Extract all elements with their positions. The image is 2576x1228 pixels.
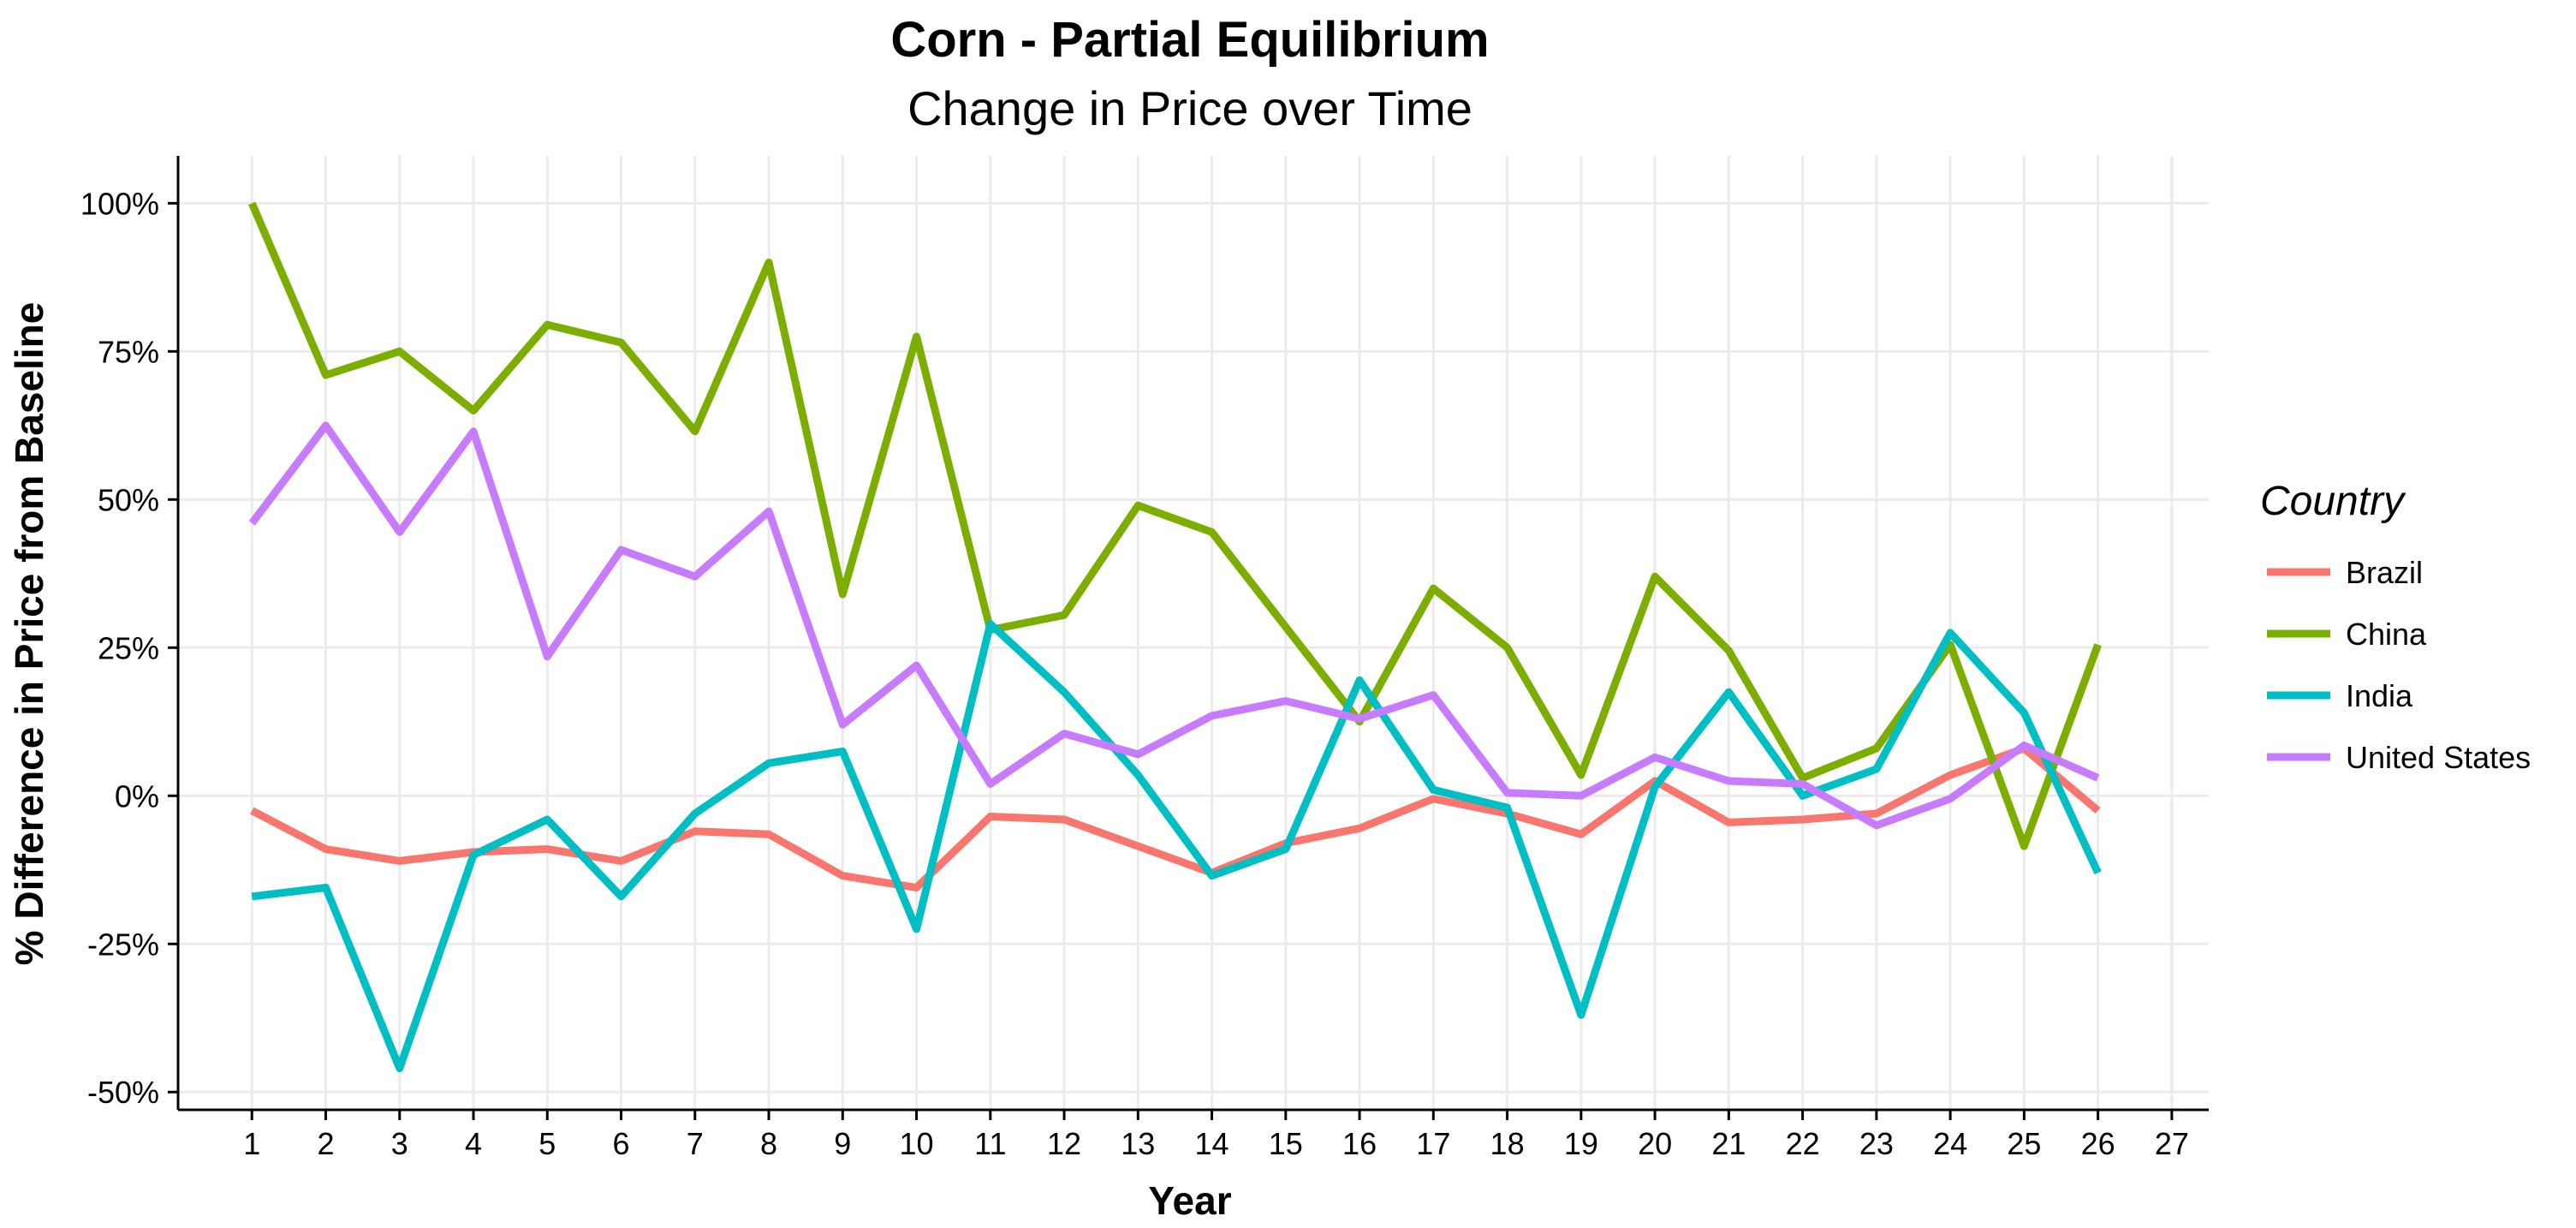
x-tick-label: 26 bbox=[2081, 1126, 2115, 1161]
x-tick-label: 23 bbox=[1859, 1126, 1894, 1161]
x-tick-label: 14 bbox=[1195, 1126, 1229, 1161]
series-line-china bbox=[248, 201, 2102, 850]
legend-label-china: China bbox=[2346, 617, 2427, 652]
series-line-united-states bbox=[248, 421, 2100, 830]
x-tick-label: 12 bbox=[1047, 1126, 1081, 1161]
x-tick-label: 8 bbox=[760, 1126, 777, 1161]
legend: Country Brazil China India United States bbox=[2260, 479, 2531, 775]
x-tick-label: 7 bbox=[687, 1126, 704, 1161]
x-tick-label: 22 bbox=[1786, 1126, 1820, 1161]
x-tick-label: 6 bbox=[613, 1126, 630, 1161]
legend-item-brazil: Brazil bbox=[2267, 555, 2423, 590]
x-tick-label: 13 bbox=[1121, 1126, 1155, 1161]
legend-title: Country bbox=[2260, 479, 2406, 524]
y-tick-label: 50% bbox=[98, 482, 159, 517]
axes: 1 2 3 4 5 6 7 8 9 10 11 12 13 14 15 16 17 18 19 20 21 22 23 24 2… bbox=[80, 156, 2209, 1161]
x-tick-label: 25 bbox=[2007, 1126, 2041, 1161]
legend-item-china: China bbox=[2267, 617, 2427, 652]
y-tick-label: 25% bbox=[98, 630, 159, 665]
series-line-india bbox=[251, 620, 2102, 1073]
grid-lines bbox=[178, 156, 2209, 1110]
x-tick-label: 18 bbox=[1490, 1126, 1525, 1161]
y-axis-title: % Difference in Price from Baseline bbox=[7, 302, 51, 966]
legend-label-united-states: United States bbox=[2346, 740, 2531, 775]
y-tick-label: 0% bbox=[115, 778, 159, 814]
x-tick-label: 16 bbox=[1342, 1126, 1377, 1161]
x-tick-label: 3 bbox=[391, 1126, 408, 1161]
chart-title: Corn - Partial Equilibrium bbox=[890, 12, 1489, 68]
x-tick-label: 1 bbox=[243, 1126, 260, 1161]
legend-label-brazil: Brazil bbox=[2346, 555, 2423, 590]
x-tick-label: 11 bbox=[974, 1126, 1006, 1161]
x-tick-label: 20 bbox=[1638, 1126, 1672, 1161]
x-tick-label: 19 bbox=[1564, 1126, 1598, 1161]
x-axis-title: Year bbox=[1148, 1178, 1231, 1223]
x-tick-label: 15 bbox=[1269, 1126, 1303, 1161]
x-tick-label: 17 bbox=[1416, 1126, 1450, 1161]
series-line-brazil bbox=[250, 744, 2101, 892]
x-tick-label: 9 bbox=[834, 1126, 851, 1161]
x-tick-label: 10 bbox=[900, 1126, 934, 1161]
legend-label-india: India bbox=[2346, 678, 2413, 713]
legend-item-united-states: United States bbox=[2267, 740, 2531, 775]
series-lines bbox=[248, 201, 2102, 1073]
x-tick-label: 27 bbox=[2155, 1126, 2189, 1161]
x-tick-label: 4 bbox=[465, 1126, 482, 1161]
legend-item-india: India bbox=[2267, 678, 2413, 713]
y-tick-label: -50% bbox=[87, 1075, 159, 1110]
x-tick-label: 5 bbox=[538, 1126, 556, 1161]
y-tick-label: -25% bbox=[87, 927, 159, 962]
x-tick-label: 21 bbox=[1711, 1126, 1746, 1161]
y-tick-label: 75% bbox=[98, 334, 159, 369]
x-tick-label: 2 bbox=[317, 1126, 334, 1161]
x-tick-label: 24 bbox=[1933, 1126, 1967, 1161]
chart-subtitle: Change in Price over Time bbox=[907, 81, 1472, 135]
y-tick-label: 100% bbox=[80, 186, 159, 221]
